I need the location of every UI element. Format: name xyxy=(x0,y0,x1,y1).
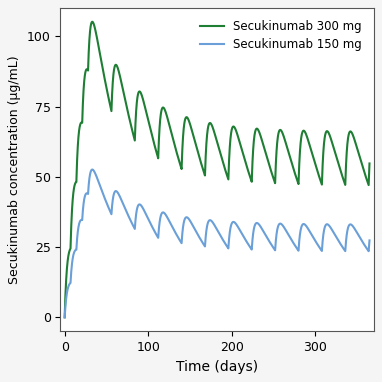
Secukinumab 150 mg xyxy=(309,232,314,237)
Secukinumab 150 mg xyxy=(235,223,240,228)
Y-axis label: Secukinumab concentration (μg/mL): Secukinumab concentration (μg/mL) xyxy=(8,55,21,284)
Secukinumab 300 mg xyxy=(235,132,240,136)
Secukinumab 150 mg xyxy=(90,167,95,172)
Secukinumab 150 mg xyxy=(367,238,372,243)
Secukinumab 150 mg xyxy=(62,315,67,320)
Secukinumab 300 mg xyxy=(62,315,67,320)
Secukinumab 300 mg xyxy=(309,149,314,154)
Secukinumab 300 mg xyxy=(268,166,272,170)
Line: Secukinumab 300 mg: Secukinumab 300 mg xyxy=(65,22,369,317)
Secukinumab 300 mg xyxy=(90,19,95,24)
Secukinumab 300 mg xyxy=(234,128,238,133)
Secukinumab 300 mg xyxy=(367,161,372,166)
Line: Secukinumab 150 mg: Secukinumab 150 mg xyxy=(65,170,369,317)
X-axis label: Time (days): Time (days) xyxy=(176,360,258,374)
Secukinumab 150 mg xyxy=(234,222,238,226)
Legend: Secukinumab 300 mg, Secukinumab 150 mg: Secukinumab 300 mg, Secukinumab 150 mg xyxy=(194,14,368,57)
Secukinumab 300 mg xyxy=(191,133,196,138)
Secukinumab 150 mg xyxy=(268,240,272,245)
Secukinumab 150 mg xyxy=(125,212,130,216)
Secukinumab 150 mg xyxy=(191,224,196,229)
Secukinumab 300 mg xyxy=(125,108,130,113)
